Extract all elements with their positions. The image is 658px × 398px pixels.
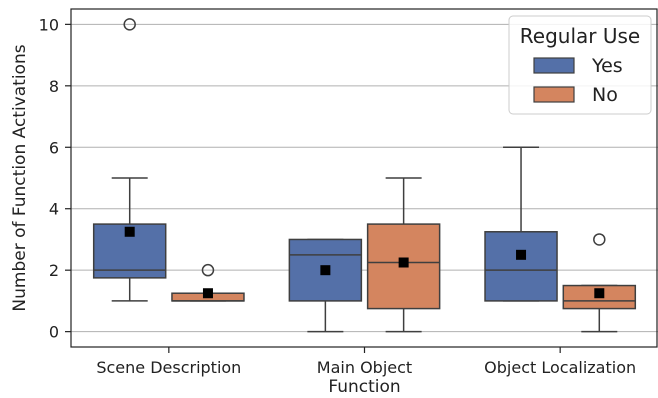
outlier-point xyxy=(201,263,215,277)
mean-marker xyxy=(594,288,605,299)
y-tick-label: 6 xyxy=(49,138,59,157)
box-yes-0 xyxy=(92,18,167,302)
legend: Regular Use Yes No xyxy=(508,15,652,115)
y-tick-label: 4 xyxy=(49,200,59,219)
x-tick-label: Main Object xyxy=(317,358,412,377)
outlier-point xyxy=(593,233,606,246)
mean-marker xyxy=(398,257,409,268)
mean-marker xyxy=(516,249,527,260)
y-tick-label: 0 xyxy=(49,323,59,342)
gridlines xyxy=(71,23,658,333)
x-tick-label: Object Localization xyxy=(484,358,636,377)
legend-label-yes: Yes xyxy=(591,55,623,77)
y-tick-label: 10 xyxy=(39,15,59,34)
box-iqr xyxy=(484,231,558,302)
legend-swatch-no xyxy=(533,86,575,103)
box-plot-series xyxy=(92,18,637,333)
mean-marker xyxy=(202,288,213,299)
box-yes-1 xyxy=(288,238,363,333)
outlier-point xyxy=(123,18,136,31)
legend-swatch-yes xyxy=(533,57,575,74)
y-tick-label: 2 xyxy=(49,261,59,280)
axis-ticks: 0 2 4 6 8 10 Scene Description Main Object Objec… xyxy=(39,15,637,377)
box-yes-2 xyxy=(484,146,558,302)
x-tick-label: Scene Description xyxy=(96,358,241,377)
y-tick-label: 8 xyxy=(49,77,59,96)
box-no-0 xyxy=(171,263,245,302)
mean-marker xyxy=(320,265,331,276)
legend-label-no: No xyxy=(592,84,618,106)
legend-title: Regular Use xyxy=(520,24,640,48)
box-no-1 xyxy=(366,177,441,333)
mean-marker xyxy=(124,226,135,237)
y-axis-label: Number of Function Activations xyxy=(10,44,30,311)
box-no-2 xyxy=(562,233,637,333)
x-axis-label: Function xyxy=(328,377,400,397)
